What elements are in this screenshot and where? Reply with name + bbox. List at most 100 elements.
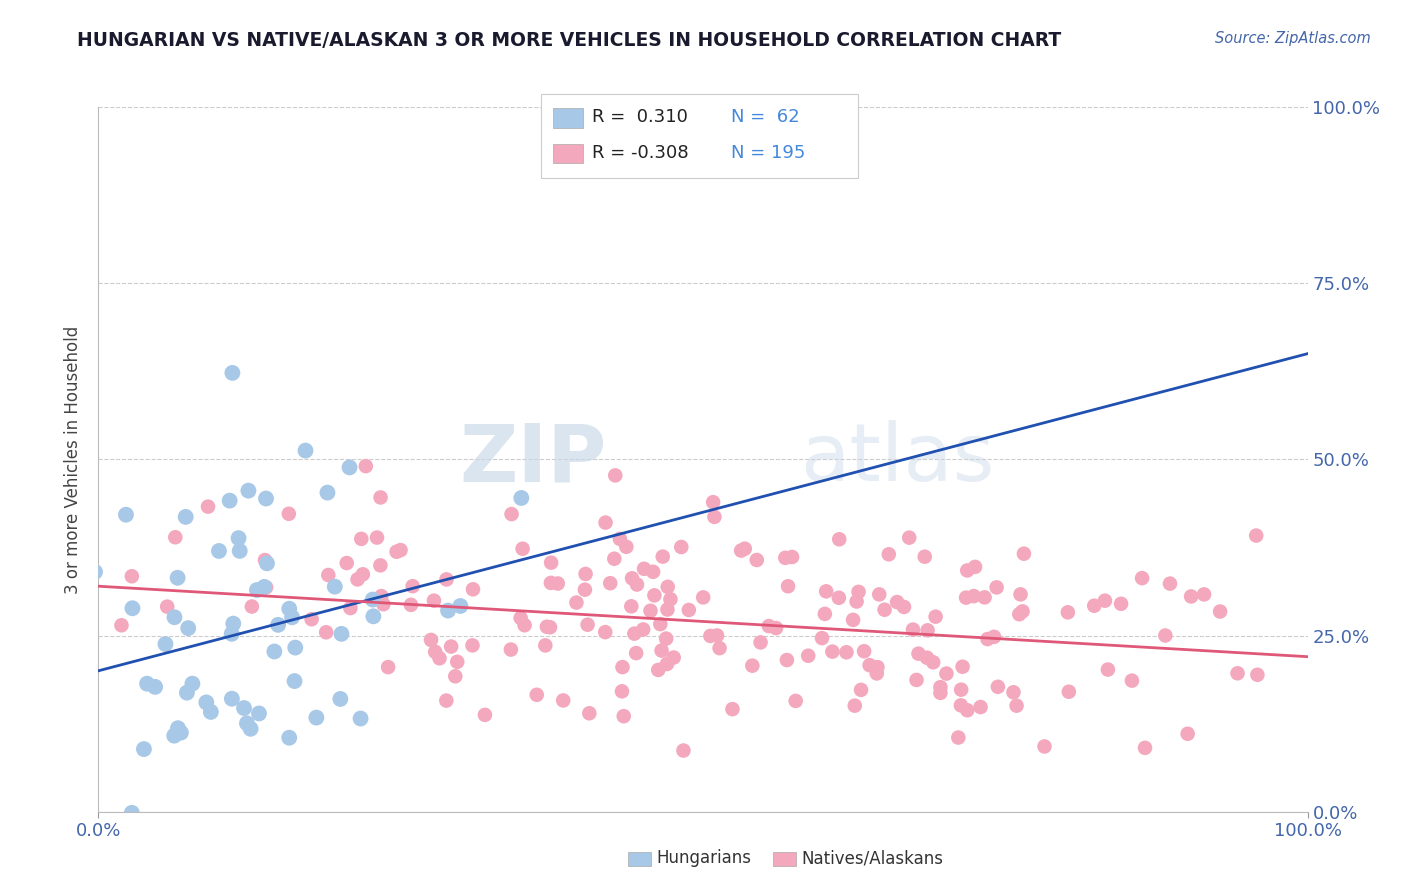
Point bbox=[385, 545, 408, 559]
Point bbox=[614, 540, 637, 554]
Point bbox=[1012, 547, 1035, 561]
Point bbox=[170, 725, 193, 739]
Text: HUNGARIAN VS NATIVE/ALASKAN 3 OR MORE VEHICLES IN HOUSEHOLD CORRELATION CHART: HUNGARIAN VS NATIVE/ALASKAN 3 OR MORE VE… bbox=[77, 31, 1062, 50]
Point bbox=[449, 599, 471, 613]
Point bbox=[574, 582, 596, 597]
Point bbox=[352, 567, 374, 582]
Text: R = -0.308: R = -0.308 bbox=[592, 144, 689, 161]
Point bbox=[610, 684, 633, 698]
Point bbox=[181, 676, 204, 690]
Point bbox=[1209, 605, 1232, 619]
Point bbox=[613, 709, 636, 723]
Point bbox=[534, 639, 557, 653]
Point bbox=[1130, 571, 1153, 585]
Point bbox=[640, 604, 662, 618]
Point bbox=[1097, 663, 1119, 677]
Point bbox=[121, 601, 143, 615]
Point bbox=[253, 553, 276, 567]
Point bbox=[1177, 727, 1199, 741]
Point bbox=[163, 729, 186, 743]
Point bbox=[565, 596, 588, 610]
Point bbox=[651, 549, 673, 564]
Point bbox=[706, 628, 728, 642]
Point bbox=[815, 584, 838, 599]
Point bbox=[316, 485, 339, 500]
Point bbox=[1226, 666, 1249, 681]
Point bbox=[437, 603, 460, 617]
Point bbox=[366, 531, 388, 545]
Point bbox=[821, 645, 844, 659]
Point bbox=[915, 650, 938, 665]
Point bbox=[330, 627, 353, 641]
Point bbox=[399, 598, 422, 612]
Point bbox=[281, 610, 304, 624]
Point bbox=[1010, 587, 1032, 601]
Point bbox=[1008, 607, 1031, 622]
Point bbox=[540, 575, 562, 590]
Point bbox=[228, 531, 250, 545]
Point bbox=[956, 703, 979, 717]
Point bbox=[316, 568, 339, 582]
Point bbox=[657, 580, 679, 594]
Point bbox=[1244, 528, 1267, 542]
Point bbox=[647, 663, 669, 677]
Point bbox=[246, 582, 269, 597]
Point bbox=[952, 659, 974, 673]
Y-axis label: 3 or more Vehicles in Household: 3 or more Vehicles in Household bbox=[65, 326, 83, 593]
Point bbox=[354, 459, 377, 474]
Point bbox=[305, 710, 328, 724]
Point bbox=[886, 595, 908, 609]
Point bbox=[370, 491, 392, 505]
Point bbox=[917, 624, 939, 638]
Point bbox=[547, 576, 569, 591]
Point bbox=[621, 571, 644, 585]
Point bbox=[775, 550, 797, 565]
Point bbox=[339, 460, 361, 475]
Point bbox=[898, 531, 921, 545]
Point bbox=[110, 618, 132, 632]
Point bbox=[963, 560, 986, 574]
Point bbox=[973, 591, 995, 605]
Point bbox=[229, 544, 252, 558]
Point bbox=[1094, 593, 1116, 607]
Point bbox=[721, 702, 744, 716]
Point bbox=[461, 582, 484, 597]
Point bbox=[221, 691, 243, 706]
Point bbox=[626, 577, 648, 591]
Point bbox=[277, 507, 299, 521]
Point bbox=[986, 581, 1008, 595]
Point bbox=[512, 541, 534, 556]
Point bbox=[814, 607, 837, 621]
Point bbox=[84, 565, 107, 579]
Point bbox=[440, 640, 463, 654]
Point bbox=[1005, 698, 1028, 713]
Point bbox=[240, 599, 263, 614]
Point bbox=[624, 646, 647, 660]
Point bbox=[200, 705, 222, 719]
Point bbox=[877, 547, 900, 561]
Point bbox=[662, 650, 685, 665]
Point bbox=[955, 591, 977, 605]
Point bbox=[1057, 684, 1080, 698]
Point bbox=[1121, 673, 1143, 688]
Point bbox=[844, 698, 866, 713]
Point bbox=[370, 589, 392, 603]
Point bbox=[389, 543, 412, 558]
Text: ZIP: ZIP bbox=[458, 420, 606, 499]
Point bbox=[1339, 623, 1361, 637]
Point bbox=[195, 695, 218, 709]
Point bbox=[593, 625, 616, 640]
Point bbox=[835, 645, 858, 659]
Point bbox=[284, 640, 307, 655]
Point bbox=[436, 573, 458, 587]
Point bbox=[699, 629, 721, 643]
Point bbox=[222, 616, 245, 631]
Point bbox=[623, 626, 645, 640]
Point bbox=[155, 637, 177, 651]
Point bbox=[499, 642, 522, 657]
Point bbox=[702, 495, 724, 509]
Point bbox=[1057, 605, 1080, 619]
Point bbox=[950, 682, 973, 697]
Point bbox=[1033, 739, 1056, 754]
Point bbox=[866, 666, 889, 681]
